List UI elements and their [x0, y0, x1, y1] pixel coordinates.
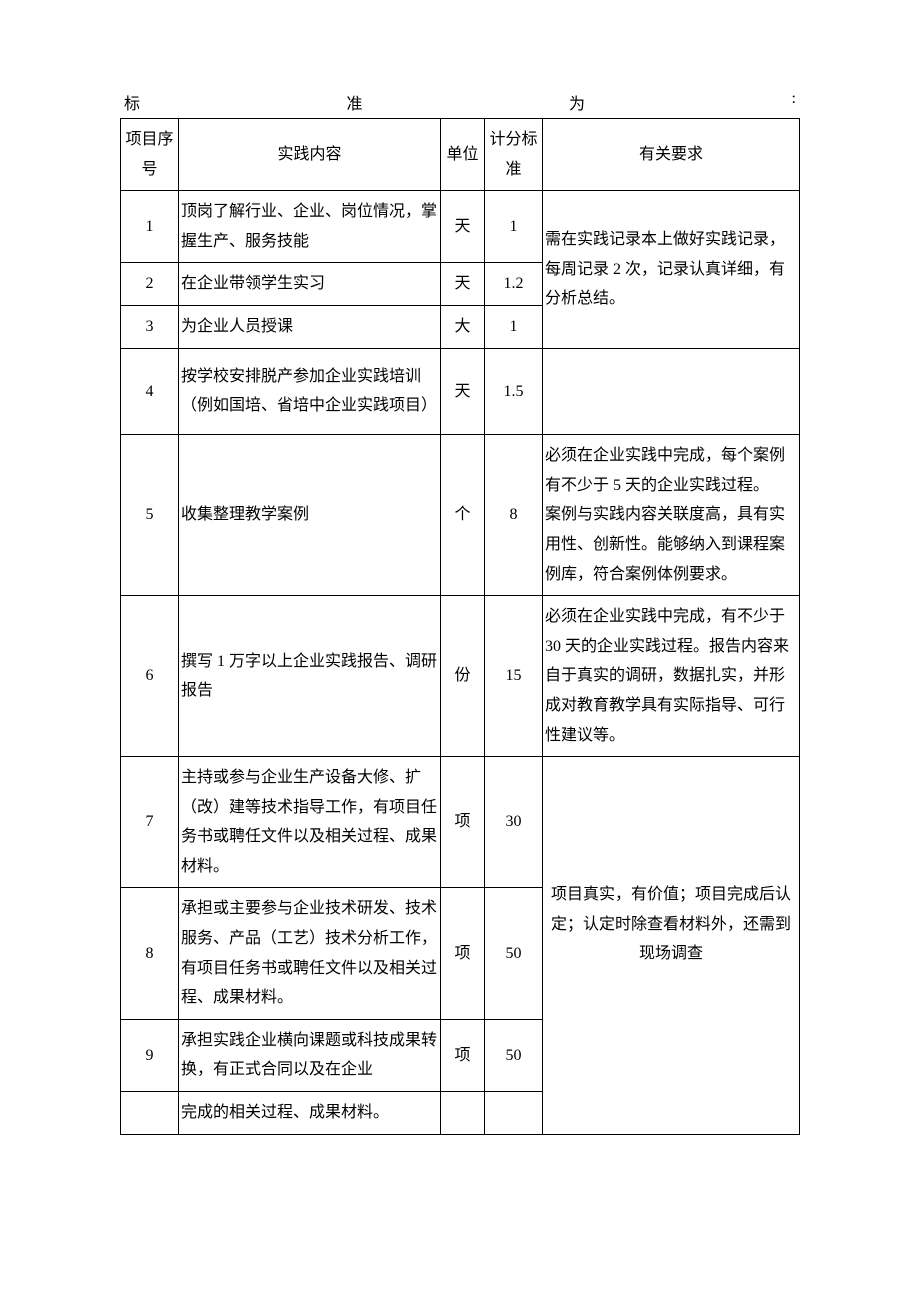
criteria-table: 项目序号 实践内容 单位 计分标准 有关要求 1 顶岗了解行业、企业、岗位情况，… [120, 118, 800, 1135]
cell-req: 项目真实，有价值；项目完成后认定；认定时除查看材料外，还需到现场调查 [543, 757, 800, 1092]
table-row: 5 收集整理教学案例 个 8 必须在企业实践中完成，每个案例有不少于 5 天的企… [121, 435, 800, 596]
cell-content: 收集整理教学案例 [179, 435, 441, 596]
cell-content: 完成的相关过程、成果材料。 [179, 1092, 441, 1135]
title-char-4: : [792, 90, 796, 114]
cell-unit: 份 [441, 596, 485, 757]
cell-unit: 项 [441, 888, 485, 1019]
header-num: 项目序号 [121, 119, 179, 191]
header-content: 实践内容 [179, 119, 441, 191]
cell-content: 撰写 1 万字以上企业实践报告、调研报告 [179, 596, 441, 757]
cell-content: 在企业带领学生实习 [179, 263, 441, 306]
cell-unit: 天 [441, 191, 485, 263]
cell-num: 5 [121, 435, 179, 596]
cell-num [121, 1092, 179, 1135]
cell-content: 按学校安排脱产参加企业实践培训（例如国培、省培中企业实践项目） [179, 348, 441, 435]
document-page: 标 准 为 : 项目序号 实践内容 单位 计分标准 有关要求 1 顶岗了解行业、… [0, 0, 920, 1235]
table-row: 7 主持或参与企业生产设备大修、扩（改）建等技术指导工作，有项目任务书或聘任文件… [121, 757, 800, 888]
cell-unit: 个 [441, 435, 485, 596]
cell-req [543, 348, 800, 435]
cell-score: 15 [485, 596, 543, 757]
cell-content: 主持或参与企业生产设备大修、扩（改）建等技术指导工作，有项目任务书或聘任文件以及… [179, 757, 441, 888]
header-unit: 单位 [441, 119, 485, 191]
cell-req: 必须在企业实践中完成，有不少于 30 天的企业实践过程。报告内容来自于真实的调研… [543, 596, 800, 757]
cell-content: 承担或主要参与企业技术研发、技术服务、产品（工艺）技术分析工作，有项目任务书或聘… [179, 888, 441, 1019]
title-char-2: 准 [347, 90, 363, 114]
cell-score: 8 [485, 435, 543, 596]
cell-unit [441, 1092, 485, 1135]
cell-req: 需在实践记录本上做好实践记录，每周记录 2 次，记录认真详细，有分析总结。 [543, 191, 800, 348]
cell-num: 3 [121, 305, 179, 348]
cell-req: 必须在企业实践中完成，每个案例有不少于 5 天的企业实践过程。 案例与实践内容关… [543, 435, 800, 596]
cell-score: 50 [485, 888, 543, 1019]
title-line: 标 准 为 : [120, 90, 800, 114]
cell-score: 1.2 [485, 263, 543, 306]
cell-score: 50 [485, 1019, 543, 1091]
cell-score: 1 [485, 191, 543, 263]
cell-score [485, 1092, 543, 1135]
table-row: 4 按学校安排脱产参加企业实践培训（例如国培、省培中企业实践项目） 天 1.5 [121, 348, 800, 435]
table-header-row: 项目序号 实践内容 单位 计分标准 有关要求 [121, 119, 800, 191]
cell-num: 8 [121, 888, 179, 1019]
cell-unit: 天 [441, 263, 485, 306]
table-row: 6 撰写 1 万字以上企业实践报告、调研报告 份 15 必须在企业实践中完成，有… [121, 596, 800, 757]
cell-content: 为企业人员授课 [179, 305, 441, 348]
cell-req [543, 1092, 800, 1135]
cell-unit: 项 [441, 757, 485, 888]
cell-score: 1.5 [485, 348, 543, 435]
cell-unit: 天 [441, 348, 485, 435]
table-row: 完成的相关过程、成果材料。 [121, 1092, 800, 1135]
cell-score: 1 [485, 305, 543, 348]
header-req: 有关要求 [543, 119, 800, 191]
cell-num: 9 [121, 1019, 179, 1091]
cell-unit: 大 [441, 305, 485, 348]
cell-num: 4 [121, 348, 179, 435]
cell-content: 承担实践企业横向课题或科技成果转换，有正式合同以及在企业 [179, 1019, 441, 1091]
title-char-3: 为 [569, 90, 585, 114]
table-row: 1 顶岗了解行业、企业、岗位情况，掌握生产、服务技能 天 1 需在实践记录本上做… [121, 191, 800, 263]
cell-num: 7 [121, 757, 179, 888]
title-char-1: 标 [124, 90, 140, 114]
cell-unit: 项 [441, 1019, 485, 1091]
header-score: 计分标准 [485, 119, 543, 191]
cell-num: 1 [121, 191, 179, 263]
cell-num: 2 [121, 263, 179, 306]
cell-score: 30 [485, 757, 543, 888]
cell-content: 顶岗了解行业、企业、岗位情况，掌握生产、服务技能 [179, 191, 441, 263]
cell-num: 6 [121, 596, 179, 757]
